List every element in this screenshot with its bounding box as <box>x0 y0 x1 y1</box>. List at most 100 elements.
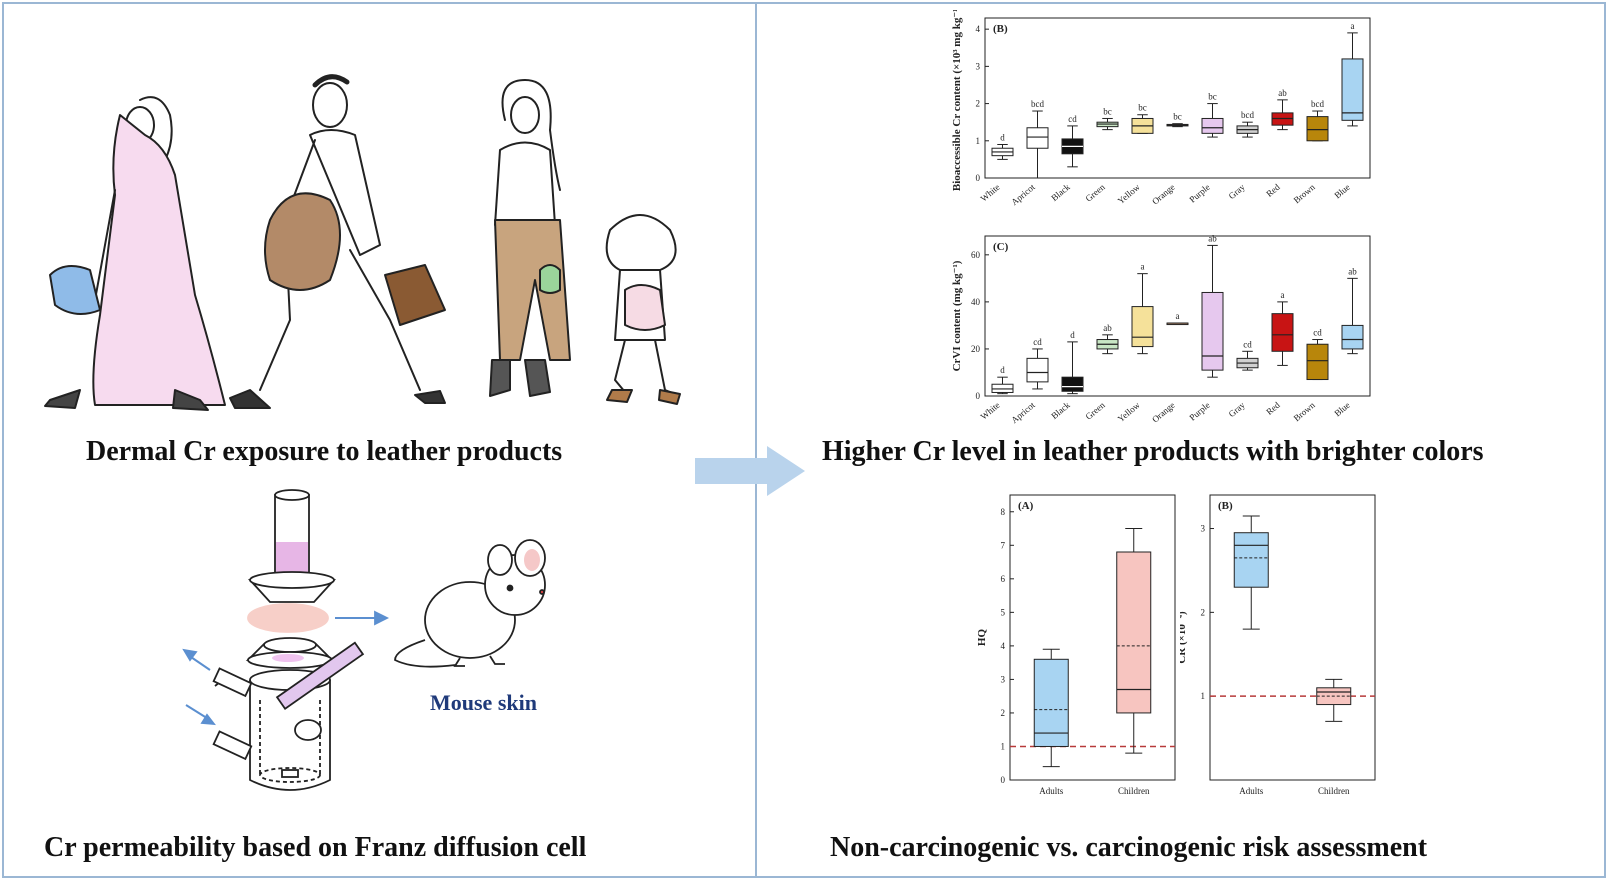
x-tick-label: Green <box>1084 182 1108 204</box>
x-tick-label: Yellow <box>1116 182 1142 206</box>
y-tick-label: 3 <box>976 61 981 71</box>
significance-letter: cd <box>1033 337 1042 347</box>
y-tick-label: 0 <box>976 173 981 183</box>
x-tick-label: Adults <box>1039 786 1064 796</box>
x-tick-label: Green <box>1084 400 1108 422</box>
x-tick-label: Apricot <box>1009 182 1037 208</box>
y-tick-label: 2 <box>976 99 981 109</box>
y-tick-label: 40 <box>971 297 981 307</box>
chart-crvi: (C) 0 20 40 60 CrVI content (mg kg⁻¹) d White cd… <box>951 233 1371 426</box>
chart-cr: (B) 1 2 3 CR (×10⁻⁴) Adults Children <box>1180 494 1376 796</box>
x-tick-label: Blue <box>1332 400 1351 419</box>
significance-letter: bc <box>1138 103 1147 113</box>
significance-letter: d <box>1000 133 1005 143</box>
significance-letter: ab <box>1103 323 1112 333</box>
significance-letter: a <box>1176 311 1180 321</box>
panel-divider <box>755 2 757 878</box>
y-axis-label: Bioaccessible Cr content (×10³ mg kg⁻¹) <box>951 10 963 191</box>
x-tick-label: Gray <box>1227 182 1248 202</box>
mouse-drawing <box>394 539 546 668</box>
chart-hq: (A) 0 1 2 3 4 5 6 7 8 HQ Adults Children <box>976 494 1176 796</box>
y-tick-label: 1 <box>976 136 981 146</box>
box-purple <box>1201 291 1224 371</box>
franz-cell-illustration <box>182 489 546 791</box>
y-tick-label: 0 <box>976 391 981 401</box>
plot-frame <box>1209 494 1376 781</box>
child-with-backpack-figure <box>605 214 681 405</box>
box-children <box>1116 551 1152 714</box>
center-arrow <box>695 446 805 496</box>
significance-letter: bc <box>1173 112 1182 122</box>
y-tick-label: 8 <box>1001 507 1006 517</box>
man-with-bag-figure <box>229 74 446 409</box>
significance-letter: d <box>1000 365 1005 375</box>
box-adults <box>1033 658 1069 747</box>
x-tick-label: Children <box>1118 786 1150 796</box>
significance-letter: a <box>1281 290 1285 300</box>
x-tick-label: White <box>979 182 1002 204</box>
significance-letter: ab <box>1278 88 1287 98</box>
box-adults <box>1233 532 1269 588</box>
y-tick-label: 3 <box>1001 674 1006 684</box>
box-brown <box>1306 116 1329 142</box>
y-tick-label: 1 <box>1001 741 1006 751</box>
box-purple <box>1201 117 1224 134</box>
x-tick-label: Orange <box>1150 400 1177 425</box>
panel-label: (A) <box>1018 500 1034 512</box>
woman-pink-coat-figure <box>44 96 226 411</box>
x-tick-label: Orange <box>1150 182 1177 207</box>
y-tick-label: 1 <box>1201 691 1206 701</box>
y-axis-label: CrVI content (mg kg⁻¹) <box>951 260 963 371</box>
x-tick-label: Purple <box>1187 400 1211 423</box>
y-tick-label: 2 <box>1201 607 1206 617</box>
caption-risk: Non-carcinogenic vs. carcinogenic risk a… <box>830 832 1428 863</box>
significance-letter: cd <box>1313 328 1322 338</box>
skin-membrane <box>247 603 329 633</box>
plot-frame <box>984 235 1371 397</box>
plot-frame <box>1009 494 1176 781</box>
significance-letter: ab <box>1348 266 1357 276</box>
y-tick-label: 7 <box>1001 540 1006 550</box>
box-apricot <box>1026 127 1049 149</box>
y-tick-label: 4 <box>1001 641 1006 651</box>
box-red <box>1271 313 1294 352</box>
significance-letter: a <box>1141 262 1145 272</box>
x-tick-label: Gray <box>1227 400 1248 420</box>
box-apricot <box>1026 357 1049 383</box>
y-tick-label: 20 <box>971 344 981 354</box>
box-blue <box>1341 324 1364 350</box>
significance-letter: ab <box>1208 233 1217 243</box>
y-tick-label: 0 <box>1001 775 1006 785</box>
x-tick-label: Apricot <box>1009 400 1037 426</box>
x-tick-label: Brown <box>1292 400 1318 424</box>
caption-exposure: Dermal Cr exposure to leather products <box>86 436 563 467</box>
panel-label: (C) <box>993 241 1009 253</box>
significance-letter: cd <box>1068 114 1077 124</box>
mouse-skin-label: Mouse skin <box>430 690 537 715</box>
box-blue <box>1341 58 1364 121</box>
y-tick-label: 4 <box>976 24 981 34</box>
x-tick-label: White <box>979 400 1002 422</box>
significance-letter: a <box>1351 21 1355 31</box>
x-tick-label: Purple <box>1187 182 1211 205</box>
caption-permeability: Cr permeability based on Franz diffusion… <box>44 832 587 863</box>
caption-colors: Higher Cr level in leather products with… <box>822 436 1484 467</box>
box-black <box>1061 376 1084 392</box>
x-tick-label: Red <box>1264 182 1282 199</box>
x-tick-label: Blue <box>1332 182 1351 201</box>
chart-bioaccessible-cr: (B) 0 1 2 3 4 Bioaccessible Cr content (×10³ m… <box>951 10 1371 208</box>
y-tick-label: 6 <box>1001 574 1006 584</box>
y-tick-label: 3 <box>1201 524 1206 534</box>
woman-brown-trousers-figure <box>489 79 571 397</box>
people-illustration <box>44 74 681 411</box>
x-tick-label: Yellow <box>1116 400 1142 424</box>
y-axis-label: CR (×10⁻⁴) <box>1180 611 1188 664</box>
plot-frame <box>984 17 1371 179</box>
x-tick-label: Red <box>1264 400 1282 417</box>
significance-letter: d <box>1070 330 1075 340</box>
x-tick-label: Black <box>1049 182 1072 203</box>
box-brown <box>1306 343 1329 381</box>
panel-label: (B) <box>993 23 1008 35</box>
y-tick-label: 2 <box>1001 708 1006 718</box>
